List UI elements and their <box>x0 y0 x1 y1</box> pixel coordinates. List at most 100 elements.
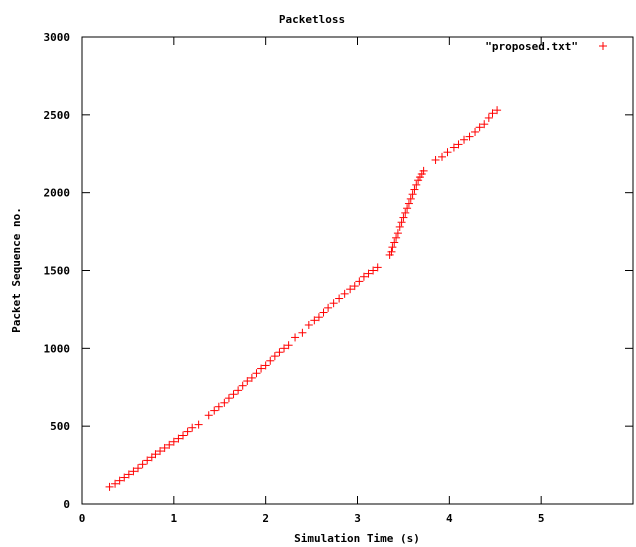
data-point <box>484 113 493 122</box>
data-point <box>174 434 183 443</box>
data-point <box>419 166 428 175</box>
data-point <box>355 277 364 286</box>
data-point <box>403 204 412 213</box>
data-point <box>314 313 323 322</box>
data-point <box>340 289 349 298</box>
data-point <box>364 269 373 278</box>
data-point <box>275 348 284 357</box>
data-point <box>151 450 160 459</box>
data-point <box>359 272 368 281</box>
data-point <box>220 398 229 407</box>
data-point <box>390 238 399 247</box>
x-tick-label: 2 <box>262 512 269 525</box>
x-tick-label: 5 <box>538 512 545 525</box>
data-point <box>399 213 408 222</box>
plot-frame <box>81 36 634 505</box>
legend-marker-symbol <box>599 42 607 50</box>
y-tick-label: 1000 <box>44 342 71 355</box>
data-point <box>412 180 421 189</box>
data-point <box>165 440 174 449</box>
data-point <box>143 456 152 465</box>
data-point <box>224 394 233 403</box>
data-point <box>304 320 313 329</box>
data-point <box>454 140 463 149</box>
data-point <box>373 263 382 272</box>
y-tick-label: 500 <box>50 420 70 433</box>
y-tick-label: 2000 <box>44 187 71 200</box>
data-point <box>169 437 178 446</box>
data-point <box>266 356 275 365</box>
y-tick-label: 0 <box>63 498 70 511</box>
data-point <box>160 443 169 452</box>
data-point <box>475 123 484 132</box>
x-axis-label: Simulation Time (s) <box>294 532 420 545</box>
data-point <box>252 369 261 378</box>
data-point <box>410 185 419 194</box>
data-point <box>188 423 197 432</box>
data-point <box>465 132 474 141</box>
data-point <box>392 233 401 242</box>
data-point <box>129 467 138 476</box>
data-point <box>234 386 243 395</box>
data-point <box>387 247 396 256</box>
data-points <box>105 106 502 491</box>
data-point <box>210 406 219 415</box>
data-point <box>480 120 489 129</box>
x-tick-label: 1 <box>171 512 178 525</box>
data-point <box>270 352 279 361</box>
data-point <box>115 476 124 485</box>
data-point <box>243 377 252 386</box>
data-point <box>247 373 256 382</box>
data-point <box>156 447 165 456</box>
data-point <box>134 464 143 473</box>
data-point <box>214 402 223 411</box>
data-point <box>335 294 344 303</box>
data-point <box>105 482 114 491</box>
x-tick-label: 0 <box>79 512 86 525</box>
data-point <box>229 390 238 399</box>
data-point <box>310 316 319 325</box>
y-axis-label: Packet Sequence no. <box>10 207 23 333</box>
legend-label: "proposed.txt" <box>485 40 578 53</box>
data-point <box>431 155 440 164</box>
data-point <box>284 341 293 350</box>
data-point <box>120 473 129 482</box>
axis-ticks <box>81 36 633 505</box>
data-point <box>397 218 406 227</box>
data-point <box>257 364 266 373</box>
data-point <box>298 328 307 337</box>
data-point <box>329 299 338 308</box>
data-point <box>346 285 355 294</box>
data-point <box>324 303 333 312</box>
data-point <box>138 460 147 469</box>
chart-title: Packetloss <box>279 13 345 26</box>
y-tick-labels: 0 500 1000 1500 2000 2500 3000 <box>44 31 71 511</box>
data-point <box>183 427 192 436</box>
legend-marker <box>599 42 607 50</box>
data-point <box>393 229 402 238</box>
data-point <box>194 420 203 429</box>
x-tick-label: 4 <box>446 512 453 525</box>
data-point <box>204 411 213 420</box>
data-point <box>350 282 359 291</box>
data-point <box>388 243 397 252</box>
y-tick-label: 3000 <box>44 31 71 44</box>
x-tick-label: 3 <box>354 512 361 525</box>
y-tick-label: 1500 <box>44 265 71 278</box>
data-point <box>443 148 452 157</box>
data-point <box>493 106 502 115</box>
data-point <box>280 344 289 353</box>
data-point <box>319 308 328 317</box>
data-point <box>124 470 133 479</box>
data-point <box>437 152 446 161</box>
data-point <box>488 109 497 118</box>
data-point <box>471 127 480 136</box>
data-point <box>261 361 270 370</box>
data-point <box>401 208 410 217</box>
data-point <box>395 222 404 231</box>
y-tick-label: 2500 <box>44 109 71 122</box>
data-point <box>460 135 469 144</box>
legend: "proposed.txt" <box>485 40 607 53</box>
data-point <box>404 199 413 208</box>
